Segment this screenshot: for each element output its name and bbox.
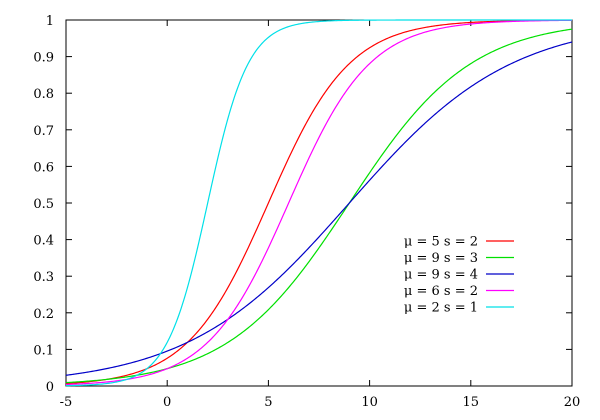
legend: μ = 5 s = 2μ = 9 s = 3 μ = 9 s = 4μ = 6 s…	[404, 235, 514, 316]
x-tick-label: 20	[564, 395, 581, 410]
y-tick-label: 0.1	[33, 343, 54, 358]
series-line-3	[65, 41, 573, 376]
y-tick-label: 0.9	[33, 51, 54, 66]
y-tick-label: 0.3	[33, 270, 54, 285]
y-tick-label: 0.7	[33, 124, 54, 139]
x-tick-label: 5	[264, 395, 272, 410]
axis-ticks	[65, 19, 573, 387]
plot-area-frame	[65, 19, 573, 387]
y-tick-label: 0.5	[33, 197, 54, 212]
series-lines	[65, 19, 573, 387]
x-tick-label: -5	[60, 395, 73, 410]
x-tick-label: 10	[361, 395, 378, 410]
series-line-1	[65, 19, 573, 385]
legend-label: μ = 9 s = 4	[404, 268, 478, 283]
x-tick-label: 15	[463, 395, 480, 410]
series-line-2	[65, 28, 573, 384]
legend-label: μ = 5 s = 2	[404, 235, 478, 250]
y-tick-label: 0	[46, 380, 54, 395]
legend-label: μ = 9 s = 3	[404, 251, 478, 266]
axis-tick-labels: -5 0 5 10 15 20 0 0.1 0.2 0.3 0.4 0.5 0.6 0.7 0.8 0.9 1	[33, 14, 580, 410]
y-tick-label: 0.8	[33, 87, 54, 102]
x-tick-label: 0	[163, 395, 171, 410]
legend-label: μ = 6 s = 2	[404, 284, 478, 299]
legend-label: μ = 2 s = 1	[404, 301, 478, 316]
y-tick-label: 0.6	[33, 160, 54, 175]
series-line-5	[65, 19, 572, 387]
y-tick-label: 0.2	[33, 307, 54, 322]
y-tick-label: 0.4	[33, 234, 54, 249]
series-line-4	[65, 19, 573, 386]
y-tick-label: 1	[46, 14, 54, 29]
